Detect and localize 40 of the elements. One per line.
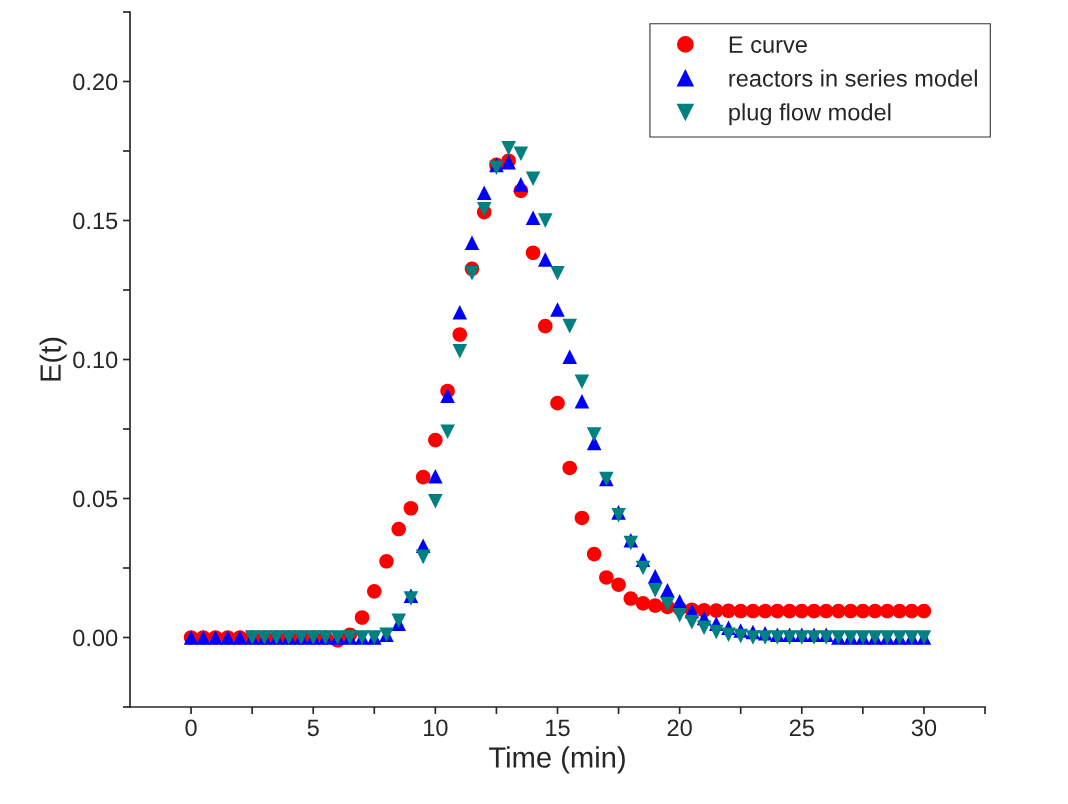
point	[574, 374, 590, 390]
y-tick-label: 0.20	[73, 73, 118, 91]
point	[733, 628, 748, 644]
point	[757, 630, 773, 645]
point	[684, 614, 700, 630]
point	[721, 627, 736, 642]
point	[586, 427, 602, 442]
x-axis-title: Time (min)	[489, 746, 625, 774]
x-tick-label: 20	[667, 719, 692, 737]
y-tick-label: 0.15	[73, 212, 118, 230]
point	[501, 140, 516, 156]
x-tick-label: 25	[789, 719, 814, 737]
point	[672, 607, 687, 623]
legend-label: plug flow model	[729, 103, 891, 126]
x-tick-label: 30	[911, 719, 937, 737]
y-axis-title: E(t)	[39, 337, 67, 381]
x-tick-label: 0	[185, 719, 197, 737]
point	[635, 560, 651, 576]
point	[745, 630, 761, 645]
y-tick-label: 0.00	[73, 629, 118, 647]
point	[513, 146, 529, 162]
point	[440, 424, 455, 440]
x-tick-label: 10	[424, 719, 448, 737]
y-tick-label: 0.05	[73, 490, 118, 508]
legend-label: E curve	[729, 36, 807, 53]
point	[525, 171, 541, 187]
point	[428, 494, 443, 509]
point	[696, 620, 712, 636]
y-tick-label: 0.10	[73, 351, 118, 369]
point	[709, 624, 724, 640]
x-tick-label: 15	[546, 719, 570, 737]
point	[562, 318, 577, 334]
point	[415, 549, 431, 565]
point	[647, 582, 663, 598]
point	[550, 266, 565, 281]
x-tick-label: 5	[307, 719, 319, 737]
legend-label: reactors in series model	[729, 69, 977, 87]
point	[464, 266, 480, 281]
point	[538, 213, 553, 228]
point	[452, 343, 468, 359]
